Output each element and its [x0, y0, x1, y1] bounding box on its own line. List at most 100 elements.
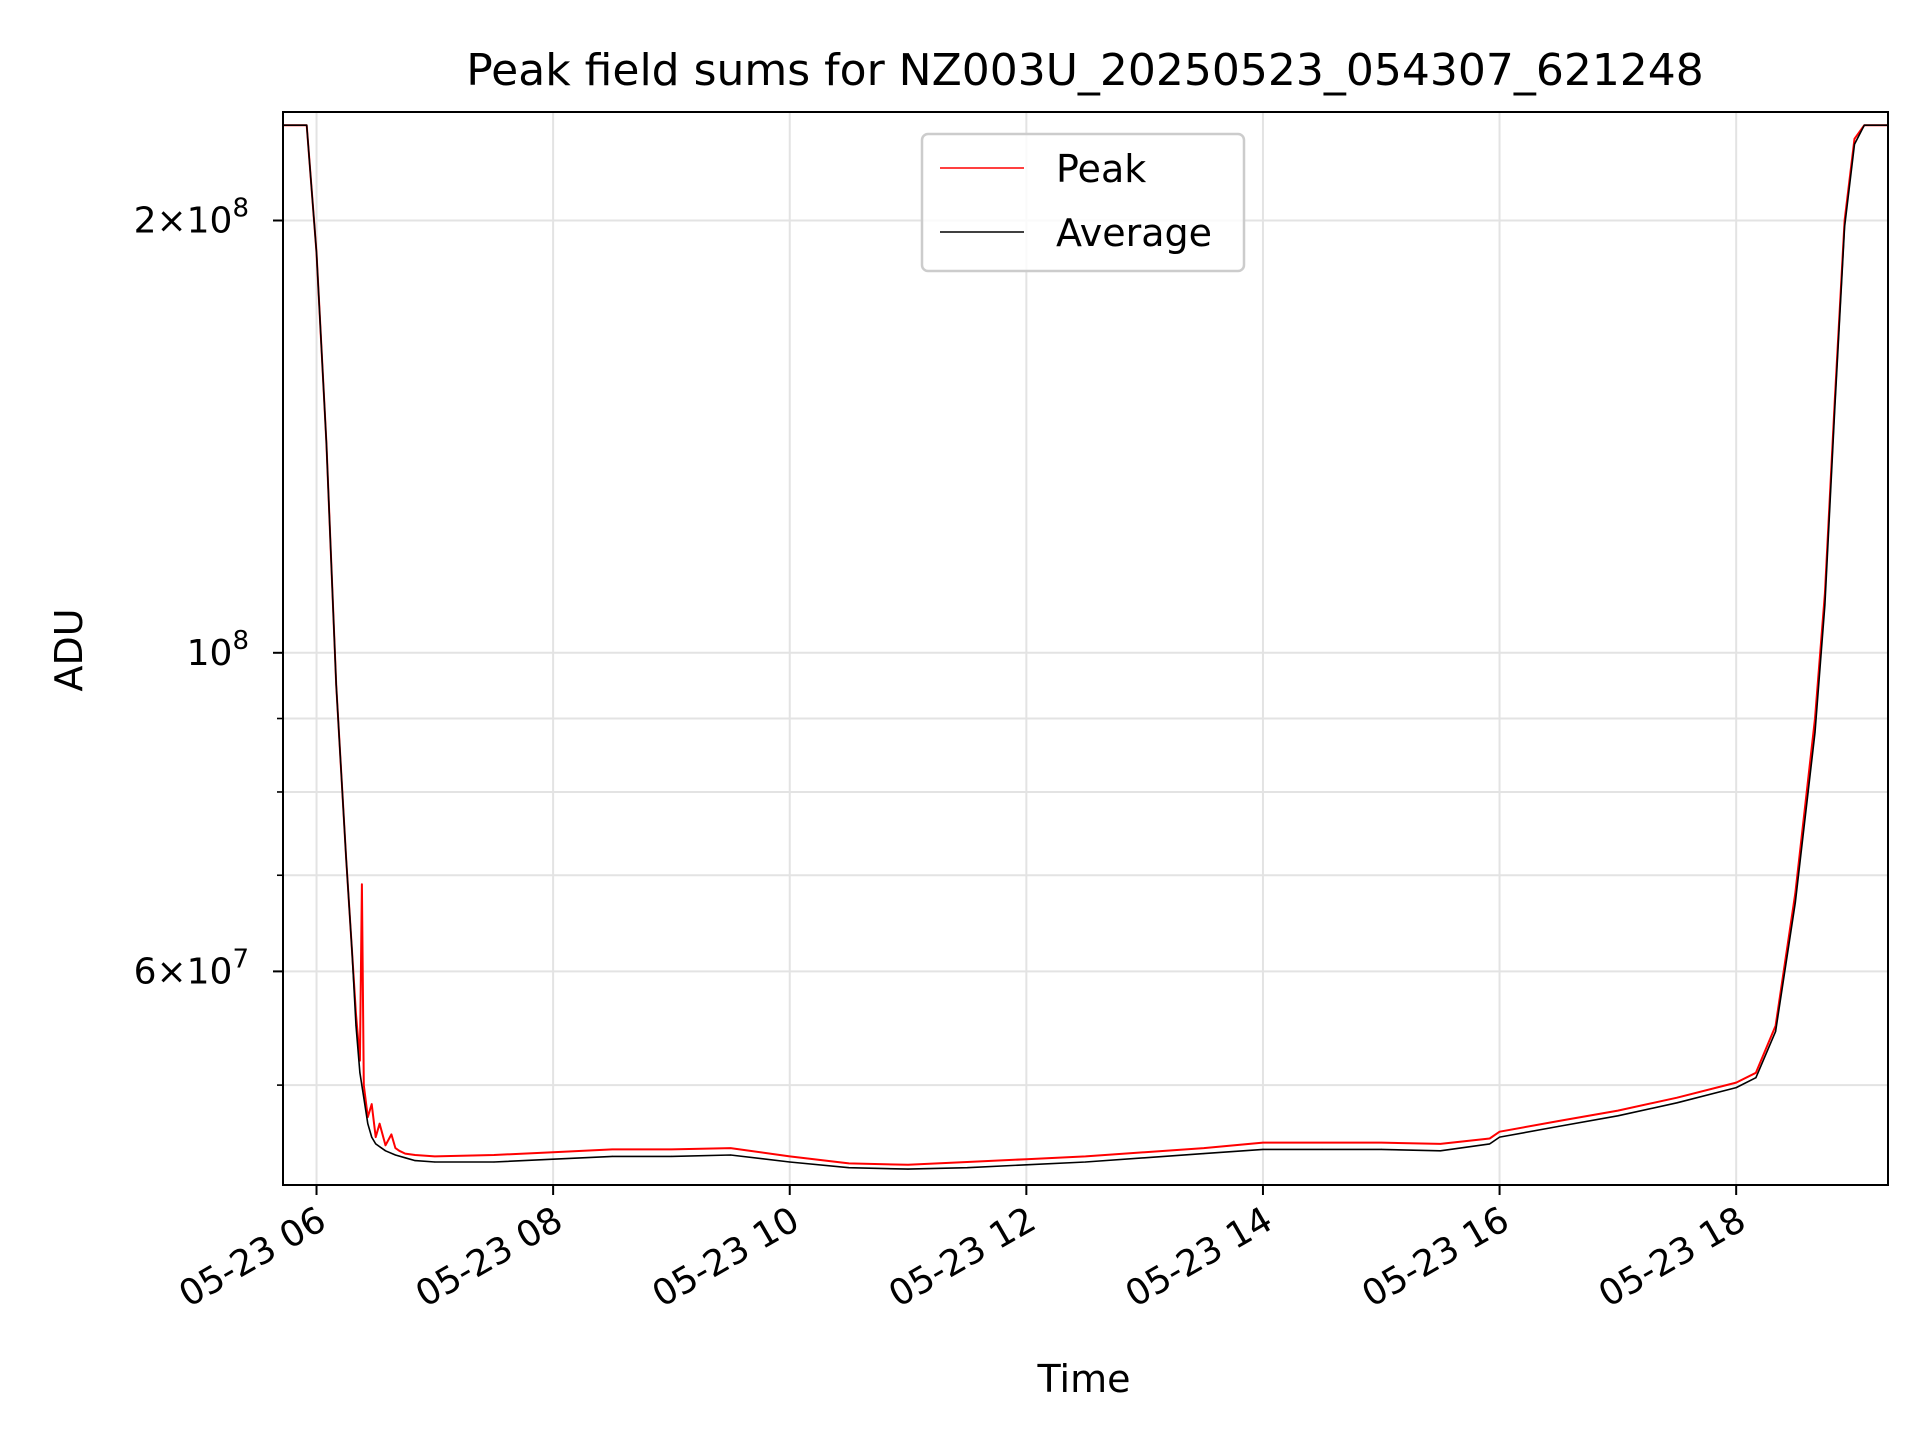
data-point [1853, 138, 1856, 140]
data-point [1755, 1077, 1757, 1079]
data-point [1144, 1151, 1146, 1153]
data-point [351, 950, 353, 952]
series-line-average [283, 124, 1888, 1170]
data-point [398, 1150, 400, 1152]
data-point [493, 1154, 495, 1156]
x-tick-label: 05-23 06 [172, 1199, 333, 1315]
data-point [1439, 1143, 1441, 1145]
data-point [1380, 1148, 1382, 1150]
data-point [1834, 407, 1836, 409]
data-point [1873, 124, 1875, 126]
data-point [1084, 1155, 1087, 1157]
chart-title: Peak field sums for NZ003U_20250523_0543… [466, 45, 1704, 96]
data-point [1380, 1142, 1382, 1144]
plot-frame [282, 111, 1889, 1186]
legend-label-average: Average [1056, 211, 1212, 255]
y-tick-label: 6×107 [134, 944, 249, 992]
data-point [493, 1161, 495, 1163]
data-point [1321, 1148, 1323, 1150]
data-point [1863, 124, 1865, 126]
data-point [1499, 1136, 1501, 1138]
data-point [611, 1155, 613, 1157]
data-point [1203, 1147, 1205, 1149]
data-point [325, 442, 327, 444]
data-point [1321, 1142, 1323, 1144]
data-point [966, 1161, 968, 1163]
legend: Peak Average [920, 132, 1246, 273]
data-point [552, 1151, 554, 1153]
x-axis-label: Time [1037, 1357, 1131, 1401]
data-point [434, 1161, 436, 1163]
data-point [359, 1072, 361, 1074]
data-point [552, 1158, 554, 1160]
data-point [1025, 1158, 1027, 1160]
x-tick-label: 05-23 16 [1355, 1199, 1516, 1315]
data-point [1439, 1150, 1441, 1152]
data-point [1735, 1087, 1737, 1089]
data-point [1824, 604, 1826, 606]
data-point [363, 1097, 365, 1099]
data-point [1558, 1125, 1560, 1127]
axis-ticks: 05-23 06 05-23 08 05-23 10 05-23 12 05-23 14… [134, 193, 1753, 1315]
data-point [1676, 1102, 1678, 1104]
data-point [1735, 1082, 1737, 1084]
data-point [907, 1164, 909, 1166]
data-point [434, 1155, 436, 1157]
data-point [371, 1103, 373, 1105]
data-point [1489, 1143, 1491, 1145]
data-point [670, 1148, 673, 1150]
data-point [371, 1136, 373, 1138]
data-point [355, 1025, 357, 1027]
data-point [1676, 1097, 1678, 1099]
data-point [1794, 902, 1796, 904]
data-point [1203, 1153, 1205, 1155]
x-tick-label: 05-23 12 [882, 1199, 1043, 1315]
y-tick-label: 2×108 [134, 193, 249, 241]
data-point [375, 1136, 377, 1138]
data-point [414, 1154, 416, 1156]
grid-lines [283, 112, 1888, 1185]
x-tick-label: 05-23 18 [1592, 1199, 1753, 1315]
x-tick-label: 05-23 10 [646, 1199, 807, 1315]
data-point [1617, 1115, 1619, 1117]
data-point [1558, 1120, 1560, 1122]
data-point [1025, 1164, 1027, 1166]
y-tick-label: 108 [187, 626, 249, 674]
data-point [1755, 1072, 1757, 1074]
data-point [907, 1168, 909, 1170]
data-point [611, 1148, 613, 1150]
x-tick-label: 05-23 08 [409, 1199, 570, 1315]
x-tick-label: 05-23 14 [1119, 1199, 1280, 1315]
data-point [394, 1154, 396, 1156]
data-point [789, 1161, 791, 1163]
data-point [414, 1160, 416, 1162]
data-point [730, 1147, 732, 1149]
data-point [848, 1162, 850, 1164]
data-point [394, 1147, 396, 1149]
series-line-peak [283, 124, 1888, 1166]
data-point [1144, 1157, 1146, 1159]
data-point [789, 1155, 791, 1157]
data-point [335, 684, 337, 686]
data-point [730, 1154, 732, 1156]
data-point [375, 1143, 377, 1145]
data-point [390, 1133, 392, 1135]
data-point [1489, 1137, 1491, 1140]
data-point [966, 1167, 968, 1169]
data-point [1499, 1131, 1501, 1133]
data-point [1814, 731, 1816, 734]
data-point [384, 1144, 387, 1146]
data-point [363, 1084, 365, 1086]
data-point [848, 1167, 850, 1169]
data-point [1844, 226, 1846, 228]
data-point [1262, 1148, 1264, 1150]
data-point [1084, 1161, 1087, 1163]
data-point [670, 1155, 673, 1157]
series-layer [283, 124, 1888, 1170]
data-point [345, 857, 347, 859]
data-point [315, 251, 318, 254]
data-point [1775, 1030, 1777, 1032]
data-point [1617, 1110, 1619, 1112]
y-axis-label: ADU [47, 608, 91, 691]
data-point [367, 1123, 369, 1125]
